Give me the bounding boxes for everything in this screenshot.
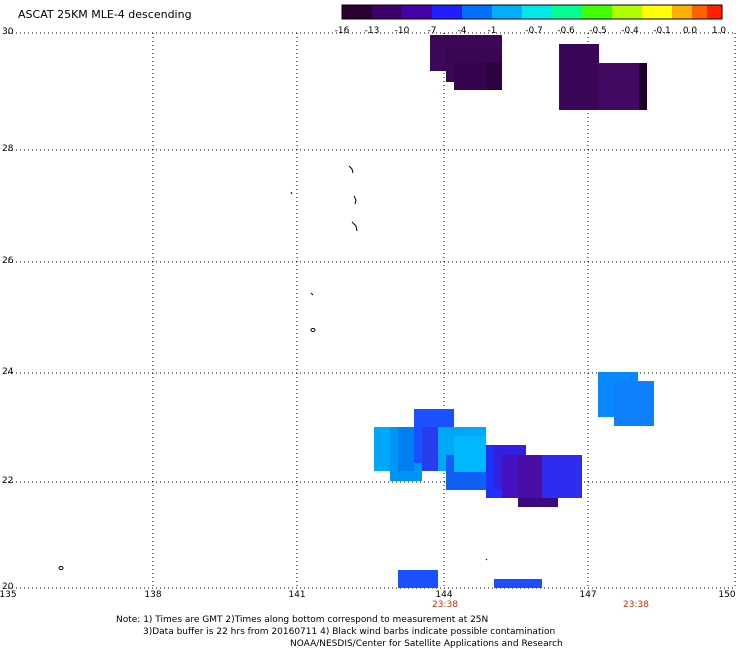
lat-label: 26 (2, 256, 14, 266)
colorbar-label: -10 (394, 26, 410, 36)
colorbar-label: -0.5 (589, 26, 607, 36)
colorbar-label: -4 (457, 26, 467, 36)
lon-label: 150 (718, 590, 736, 600)
colorbar-seg (492, 5, 522, 19)
colorbar-label: -13 (364, 26, 380, 36)
lon-label: 141 (288, 590, 306, 600)
colorbar-seg (402, 5, 432, 19)
colorbar-label: 0.0 (682, 26, 698, 36)
lat-label: 20 (2, 582, 14, 592)
colorbar-seg (582, 5, 612, 19)
lon-label: 135 (0, 590, 17, 600)
colorbar-seg (672, 5, 692, 19)
swath-bottom (398, 570, 542, 588)
grid-lines (8, 32, 736, 589)
swath-time-label: 23:38 (432, 600, 458, 610)
colorbar-label: -0.1 (653, 26, 671, 36)
colorbar-seg (612, 5, 642, 19)
note-line-2: 3)Data buffer is 22 hrs from 20160711 4)… (143, 627, 556, 637)
colorbar-seg (342, 5, 372, 19)
colorbar-frame (341, 4, 723, 20)
swath-lower (374, 409, 582, 507)
swath-top-right (559, 44, 647, 110)
lat-label: 28 (2, 144, 14, 154)
colorbar-seg (522, 5, 552, 19)
note-line-3: NOAA/NESDIS/Center for Satellite Applica… (290, 639, 563, 649)
lon-label: 147 (579, 590, 597, 600)
colorbar-seg (552, 5, 582, 19)
colorbar-seg (372, 5, 402, 19)
colorbar-seg (707, 5, 722, 19)
colorbar (341, 4, 723, 20)
colorbar-label: -7 (427, 26, 437, 36)
lon-label: 144 (435, 590, 453, 600)
colorbar-label: -16 (334, 26, 350, 36)
colorbar-seg (462, 5, 492, 19)
lon-label: 138 (144, 590, 162, 600)
islands (58, 165, 505, 588)
colorbar-label: -0.6 (557, 26, 575, 36)
colorbar-seg (692, 5, 707, 19)
swath-right (598, 372, 654, 426)
colorbar-label: -1 (487, 26, 497, 36)
lat-label: 30 (2, 27, 14, 37)
lat-label: 24 (2, 367, 14, 377)
map-title: ASCAT 25KM MLE-4 descending (18, 8, 192, 21)
swath-time-label: 23:38 (623, 600, 649, 610)
colorbar-label: -0.7 (525, 26, 543, 36)
colorbar-label: -0.4 (621, 26, 639, 36)
colorbar-seg (642, 5, 672, 19)
lat-label: 22 (2, 476, 14, 486)
colorbar-label: 1.0 (711, 26, 727, 36)
colorbar-seg (432, 5, 462, 19)
swath-top-left (430, 35, 502, 90)
note-line-1: Note: 1) Times are GMT 2)Times along bot… (116, 615, 489, 625)
